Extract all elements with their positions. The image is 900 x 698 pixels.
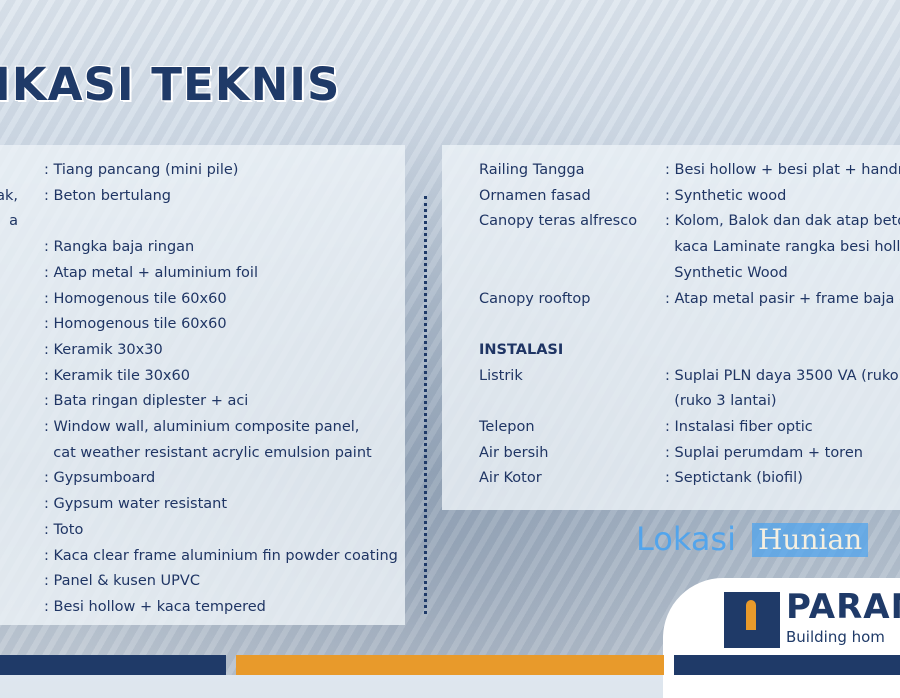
spec-label: Listrik bbox=[479, 367, 523, 384]
spec-label: Air Kotor bbox=[479, 470, 542, 487]
spec-value: : Suplai PLN daya 3500 VA (ruko 2 bbox=[665, 367, 900, 384]
left-spec-panel bbox=[0, 145, 405, 625]
spec-value: : Instalasi fiber optic bbox=[665, 419, 813, 435]
spec-value: : Kolom, Balok dan dak atap beton bbox=[665, 213, 900, 230]
spec-value: : Window wall, aluminium composite panel… bbox=[44, 419, 360, 435]
spec-label: Canopy teras alfresco bbox=[479, 213, 638, 230]
spec-value: kaca Laminate rangka besi hollow bbox=[665, 239, 900, 256]
spec-label: INSTALASI bbox=[479, 341, 564, 358]
spec-value: : Keramik tile 30x60 bbox=[44, 367, 190, 384]
spec-value: : Tiang pancang (mini pile) bbox=[44, 162, 239, 178]
spec-value: : Beton bertulang bbox=[44, 187, 171, 204]
spec-value: : Homogenous tile 60x60 bbox=[44, 316, 227, 333]
spec-value: : Rangka baja ringan bbox=[44, 239, 195, 256]
spec-value: : Homogenous tile 60x60 bbox=[44, 290, 227, 307]
spec-value: : Gypsumboard bbox=[44, 470, 156, 487]
spec-label: Canopy rooftop bbox=[479, 290, 591, 307]
spec-label: Telepon bbox=[479, 419, 535, 435]
spec-value: : Septictank (biofil) bbox=[665, 470, 803, 487]
spec-value: (ruko 3 lantai) bbox=[665, 393, 777, 410]
page-title: IKASI TEKNIS bbox=[0, 58, 341, 111]
spec-value: cat weather resistant acrylic emulsion p… bbox=[44, 444, 372, 461]
spec-value: : Keramik 30x30 bbox=[44, 341, 163, 358]
spec-value: : Besi hollow + besi plat + handrail bbox=[665, 162, 900, 178]
spec-value: : Suplai perumdam + toren bbox=[665, 444, 863, 461]
spec-label: Railing Tangga bbox=[479, 162, 585, 178]
spec-value: : Toto bbox=[44, 521, 84, 538]
watermark-text-highlight: Hunian bbox=[752, 523, 869, 557]
spec-label: Air bersih bbox=[479, 444, 549, 461]
dotted-divider bbox=[424, 196, 427, 614]
spec-value: : Atap metal pasir + frame baja & bbox=[665, 290, 900, 307]
right-spec-panel bbox=[442, 145, 900, 510]
footer-bar-navy-right bbox=[674, 655, 900, 675]
spec-value: : Gypsum water resistant bbox=[44, 496, 228, 513]
logo-tagline: Building hom bbox=[786, 628, 885, 646]
footer-bar-orange bbox=[236, 655, 664, 675]
spec-label: a bbox=[9, 213, 18, 230]
spec-value: : Atap metal + aluminium foil bbox=[44, 264, 258, 281]
logo-brand: PARAM bbox=[786, 587, 900, 627]
spec-value: : Kaca clear frame aluminium fin powder … bbox=[44, 547, 398, 564]
spec-label: ak, bbox=[0, 187, 18, 204]
spec-value: Synthetic Wood bbox=[665, 264, 788, 281]
spec-value: : Panel & kusen UPVC bbox=[44, 573, 200, 590]
spec-label: Ornamen fasad bbox=[479, 187, 591, 204]
spec-value: : Besi hollow + kaca tempered bbox=[44, 598, 266, 615]
watermark-text: Lokasi bbox=[636, 520, 736, 558]
spec-value: : Synthetic wood bbox=[665, 187, 787, 204]
spec-value: : Bata ringan diplester + aci bbox=[44, 393, 249, 410]
footer-bar-navy-left bbox=[0, 655, 226, 675]
logo-mark bbox=[724, 592, 780, 648]
